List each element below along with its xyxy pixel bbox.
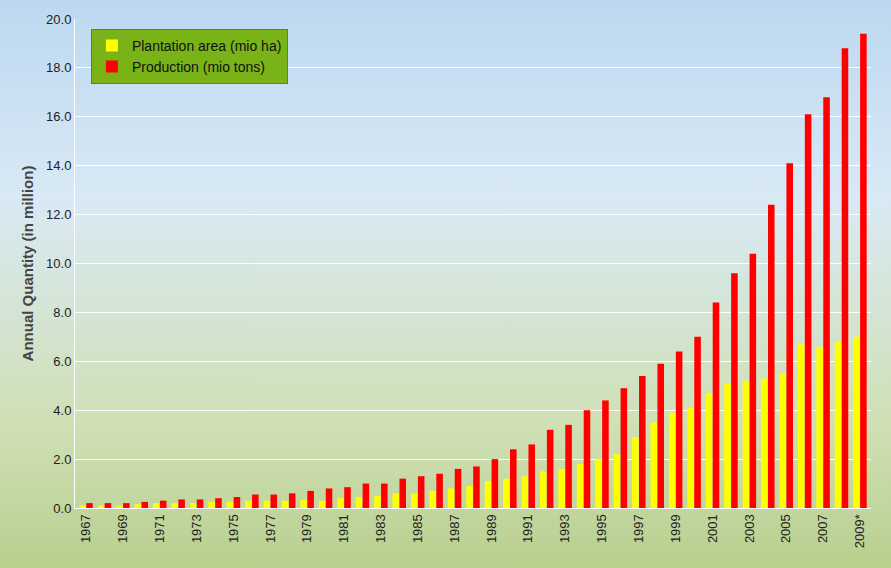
svg-text:2005: 2005	[778, 514, 793, 543]
svg-text:2.0: 2.0	[53, 452, 71, 467]
svg-text:4.0: 4.0	[53, 403, 71, 418]
svg-text:2001: 2001	[705, 514, 720, 543]
svg-text:Annual Quantity (in million): Annual Quantity (in million)	[19, 166, 36, 362]
svg-text:1967: 1967	[78, 514, 93, 543]
svg-text:16.0: 16.0	[46, 109, 71, 124]
svg-text:1975: 1975	[226, 514, 241, 543]
svg-text:8.0: 8.0	[53, 305, 71, 320]
svg-text:1997: 1997	[631, 514, 646, 543]
svg-text:1999: 1999	[668, 514, 683, 543]
svg-text:14.0: 14.0	[46, 158, 71, 173]
svg-text:1981: 1981	[336, 514, 351, 543]
svg-text:1969: 1969	[115, 514, 130, 543]
svg-text:18.0: 18.0	[46, 60, 71, 75]
svg-text:2009*: 2009*	[852, 514, 867, 548]
svg-text:1979: 1979	[299, 514, 314, 543]
svg-text:12.0: 12.0	[46, 207, 71, 222]
svg-text:1985: 1985	[410, 514, 425, 543]
svg-text:1977: 1977	[263, 514, 278, 543]
svg-text:1991: 1991	[521, 514, 536, 543]
svg-text:1993: 1993	[557, 514, 572, 543]
svg-text:Production (mio tons): Production (mio tons)	[132, 59, 265, 75]
svg-text:1983: 1983	[373, 514, 388, 543]
svg-text:2003: 2003	[742, 514, 757, 543]
svg-text:20.0: 20.0	[46, 12, 71, 27]
svg-text:1971: 1971	[152, 514, 167, 543]
svg-text:Plantation area (mio ha): Plantation area (mio ha)	[132, 38, 281, 54]
svg-text:1989: 1989	[484, 514, 499, 543]
svg-text:10.0: 10.0	[46, 256, 71, 271]
svg-text:1987: 1987	[447, 514, 462, 543]
svg-text:2007: 2007	[815, 514, 830, 543]
svg-text:1973: 1973	[189, 514, 204, 543]
svg-text:1995: 1995	[594, 514, 609, 543]
svg-text:6.0: 6.0	[53, 354, 71, 369]
svg-text:0.0: 0.0	[53, 501, 71, 516]
